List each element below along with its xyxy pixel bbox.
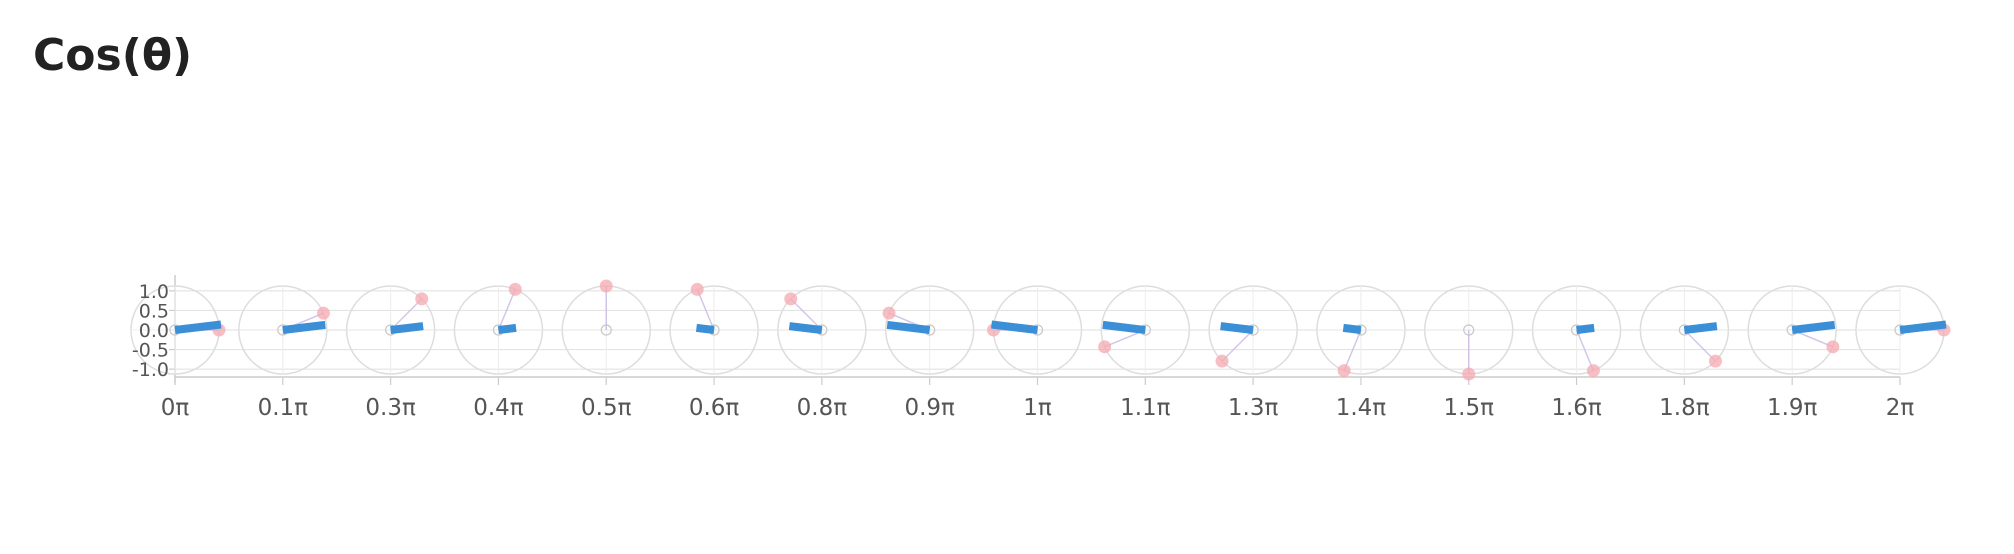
cosine-bar [1342, 323, 1362, 334]
y-tick-label: 1.0 [139, 281, 169, 303]
x-tick-label: 1.8π [1659, 395, 1710, 421]
x-tick-label: 0.3π [365, 395, 416, 421]
cosine-bar [174, 320, 222, 334]
cosine-bar [1899, 320, 1947, 334]
y-tick-label: 0.5 [139, 300, 169, 322]
angle-point [508, 282, 522, 296]
cosine-bar [1683, 322, 1718, 334]
x-tick-label: 1.6π [1551, 395, 1602, 421]
radius-line [696, 289, 715, 331]
x-tick-label: 1.4π [1336, 395, 1387, 421]
angle-point [1337, 364, 1351, 378]
x-tick-label: 1.5π [1444, 395, 1495, 421]
angle-point [1708, 354, 1722, 368]
angle-point [882, 306, 896, 320]
angle-point [784, 292, 798, 306]
x-tick-label: 1.9π [1767, 395, 1818, 421]
x-tick-label: 0.9π [904, 395, 955, 421]
cosine-bar [1220, 322, 1254, 334]
radius-line [1221, 329, 1254, 362]
radius-line [1575, 329, 1595, 371]
cosine-bar [497, 323, 517, 334]
angle-point [1462, 367, 1476, 381]
angle-point [1215, 354, 1229, 368]
y-tick-label: -0.5 [132, 340, 169, 362]
y-tick-label: -1.0 [132, 359, 169, 381]
radius-line [390, 298, 423, 331]
radius-line [1343, 329, 1362, 371]
cosine-bar [1102, 320, 1146, 334]
label-layer: 1.00.50.0-0.5-1.0 0π 0.1π 0.3π 0.4π 0.5π 0.6π 0… [132, 281, 1914, 421]
cosine-bar [1576, 323, 1595, 334]
x-tick-label: 1.3π [1228, 395, 1279, 421]
cosine-bar [390, 322, 424, 334]
x-tick-label: 1.1π [1120, 395, 1171, 421]
x-tick-label: 2π [1886, 395, 1915, 421]
cosine-bar [695, 323, 715, 334]
angle-point [1826, 340, 1840, 354]
radius-line [1683, 329, 1717, 362]
x-tick-label: 0.5π [581, 395, 632, 421]
chart-title: Cos(θ) [33, 30, 193, 81]
angle-point [599, 279, 613, 293]
x-tick-label: 0.6π [689, 395, 740, 421]
x-tick-label: 0.1π [258, 395, 309, 421]
x-tick-label: 0.8π [797, 395, 848, 421]
angle-point [1586, 364, 1600, 378]
cosine-bar [1791, 320, 1836, 334]
radius-line [497, 289, 516, 331]
angle-point [415, 292, 429, 306]
cosine-bar [282, 320, 326, 334]
angle-point [316, 306, 330, 320]
angle-point [1098, 340, 1112, 354]
radius-line [790, 298, 823, 331]
cosine-bar [886, 320, 931, 334]
x-tick-label: 0π [161, 395, 190, 421]
x-tick-label: 1π [1023, 395, 1052, 421]
y-tick-label: 0.0 [139, 320, 169, 342]
cosine-bar [788, 322, 823, 334]
x-tick-label: 0.4π [473, 395, 524, 421]
cosine-bar [991, 320, 1038, 334]
angle-point [690, 282, 704, 296]
mark-layer [174, 279, 1951, 381]
